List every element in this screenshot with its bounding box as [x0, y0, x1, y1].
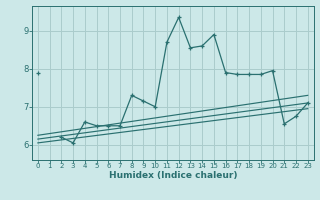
X-axis label: Humidex (Indice chaleur): Humidex (Indice chaleur): [108, 171, 237, 180]
